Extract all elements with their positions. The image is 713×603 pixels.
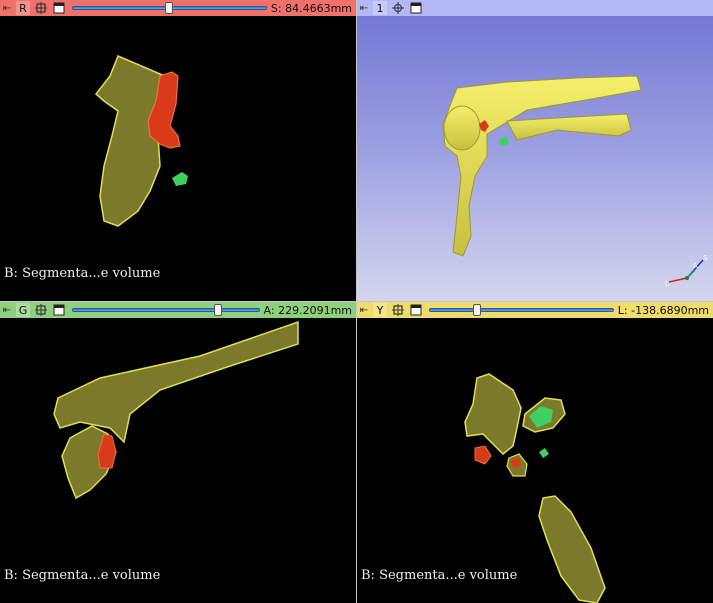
- green-view-controller: ⇤ G A: 229.2091mm: [0, 302, 356, 318]
- green-slice-canvas[interactable]: [0, 318, 356, 603]
- red-segment-3d: [479, 120, 489, 132]
- red-segment: [147, 71, 181, 149]
- window-icon[interactable]: [52, 1, 66, 15]
- forearm-model: [506, 113, 632, 141]
- pin-icon[interactable]: ⇤: [359, 304, 369, 316]
- yellow-slider-thumb[interactable]: [473, 304, 482, 316]
- orientation-axes: L AS: [665, 254, 708, 288]
- link-icon[interactable]: [34, 303, 48, 317]
- pin-icon[interactable]: ⇤: [359, 2, 369, 14]
- bone-contour: [538, 495, 606, 603]
- condyle-model: [443, 105, 481, 151]
- green-slider-thumb[interactable]: [214, 304, 223, 316]
- green-slice-view[interactable]: ⇤ G A: 229.2091mm B: Segmenta...e volume: [0, 302, 356, 603]
- green-segment: [529, 406, 553, 428]
- red-slice-canvas[interactable]: [0, 16, 356, 301]
- red-segment: [97, 433, 117, 469]
- green-annotation: B: Segmenta...e volume: [4, 568, 161, 583]
- bone-contour: [464, 373, 522, 456]
- window-icon[interactable]: [52, 303, 66, 317]
- red-offset-slider[interactable]: [72, 0, 267, 16]
- green-segment: [172, 172, 188, 186]
- red-view-controller: ⇤ R S: 84.4663mm: [0, 0, 356, 16]
- link-icon[interactable]: [34, 1, 48, 15]
- yellow-view-controller: ⇤ Y L: -138.6890mm: [357, 302, 713, 318]
- yellow-annotation: B: Segmenta...e volume: [361, 568, 518, 583]
- green-offset-slider[interactable]: [72, 302, 260, 318]
- pin-icon[interactable]: ⇤: [2, 304, 12, 316]
- red-segment: [474, 445, 492, 465]
- yellow-offset-slider[interactable]: [429, 302, 614, 318]
- yellow-slice-view[interactable]: ⇤ Y L: -138.6890mm B: Segmenta...e volum…: [357, 302, 713, 603]
- orientation-label: L: [665, 280, 669, 288]
- red-offset-value: S: 84.4663mm: [270, 1, 352, 15]
- green-segment: [539, 448, 549, 458]
- orientation-label: A: [693, 262, 698, 270]
- orientation-label: S: [703, 254, 708, 262]
- red-annotation: B: Segmenta...e volume: [4, 266, 161, 281]
- yellow-offset-value: L: -138.6890mm: [617, 303, 709, 317]
- yellow-view-letter[interactable]: Y: [373, 303, 387, 317]
- green-view-letter[interactable]: G: [16, 303, 30, 317]
- green-offset-value: A: 229.2091mm: [263, 303, 352, 317]
- green-segment-3d: [499, 136, 509, 146]
- threed-view-letter[interactable]: 1: [373, 1, 387, 15]
- view-divider-horizontal: [0, 301, 713, 302]
- red-slice-view[interactable]: ⇤ R S: 84.4663mm B: Segmenta...e volume: [0, 0, 356, 301]
- threed-view-controller: ⇤ 1: [357, 0, 713, 16]
- crosshair-icon[interactable]: [391, 1, 405, 15]
- window-icon[interactable]: [409, 1, 423, 15]
- humerus-model: [442, 75, 642, 257]
- pin-icon[interactable]: ⇤: [2, 2, 12, 14]
- link-icon[interactable]: [391, 303, 405, 317]
- red-view-letter[interactable]: R: [16, 1, 30, 15]
- red-segment: [511, 458, 521, 468]
- bone-contour: [53, 320, 299, 444]
- yellow-slice-canvas[interactable]: [357, 318, 713, 603]
- red-slider-thumb[interactable]: [165, 2, 174, 14]
- window-icon[interactable]: [409, 303, 423, 317]
